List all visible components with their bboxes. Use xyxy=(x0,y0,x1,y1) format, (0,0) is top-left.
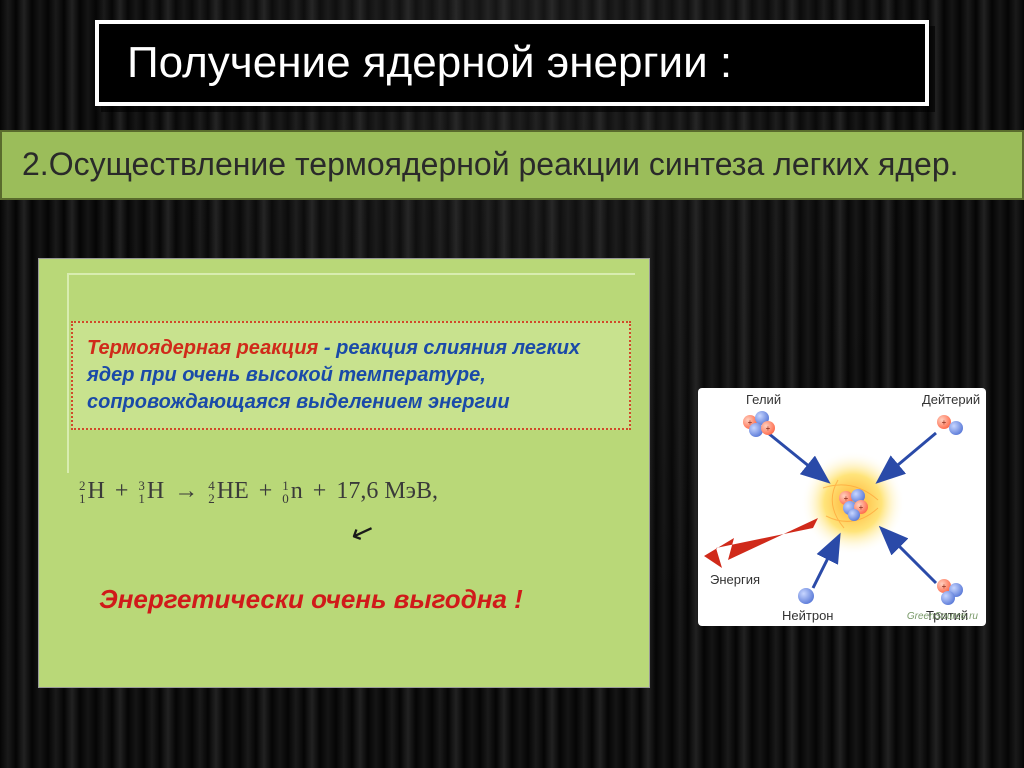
arrow-icon: → xyxy=(174,478,198,505)
nuclide-he4: 42 HE xyxy=(208,478,249,505)
page-title: Получение ядерной энергии : xyxy=(127,38,897,88)
nuclide-n: 10 n xyxy=(282,478,303,505)
nuclide-h2: 21 H xyxy=(79,478,105,505)
label-energy: Энергия xyxy=(710,572,760,587)
svg-text:+: + xyxy=(942,418,947,427)
reaction-equation: 21 H + 31 H → 42 HE + 10 n + 17,6 МэВ, xyxy=(71,478,631,505)
plus-icon: + xyxy=(115,478,129,505)
svg-text:+: + xyxy=(844,494,849,503)
svg-text:+: + xyxy=(859,503,864,512)
pointer-arrow-icon: ↙ xyxy=(346,512,379,551)
energetic-note: Энергетически очень выгодна ! xyxy=(71,584,631,615)
subtitle-text: 2.Осуществление термоядерной реакции син… xyxy=(22,144,1002,186)
released-energy: 17,6 МэВ, xyxy=(336,478,438,505)
definition-term: Термоядерная реакция xyxy=(87,337,318,359)
svg-text:+: + xyxy=(748,418,753,427)
panel-rule-v xyxy=(67,273,69,473)
svg-text:+: + xyxy=(766,424,771,433)
svg-text:+: + xyxy=(942,582,947,591)
formula-panel: Термоядерная реакция - реакция слияния л… xyxy=(38,258,650,688)
subtitle-box: 2.Осуществление термоядерной реакции син… xyxy=(0,130,1024,200)
plus-icon: + xyxy=(259,478,273,505)
label-deuterium: Дейтерий xyxy=(922,392,980,407)
label-helium: Гелий xyxy=(746,392,781,407)
fusion-diagram: + + + + + + xyxy=(698,388,986,626)
definition-box: Термоядерная реакция - реакция слияния л… xyxy=(71,321,631,430)
label-neutron: Нейтрон xyxy=(782,608,833,623)
watermark: GreenSource.ru xyxy=(907,611,978,622)
nuclide-h3: 31 H xyxy=(138,478,164,505)
title-box: Получение ядерной энергии : xyxy=(95,20,929,106)
panel-rule-h xyxy=(67,273,635,275)
plus-icon: + xyxy=(313,478,327,505)
